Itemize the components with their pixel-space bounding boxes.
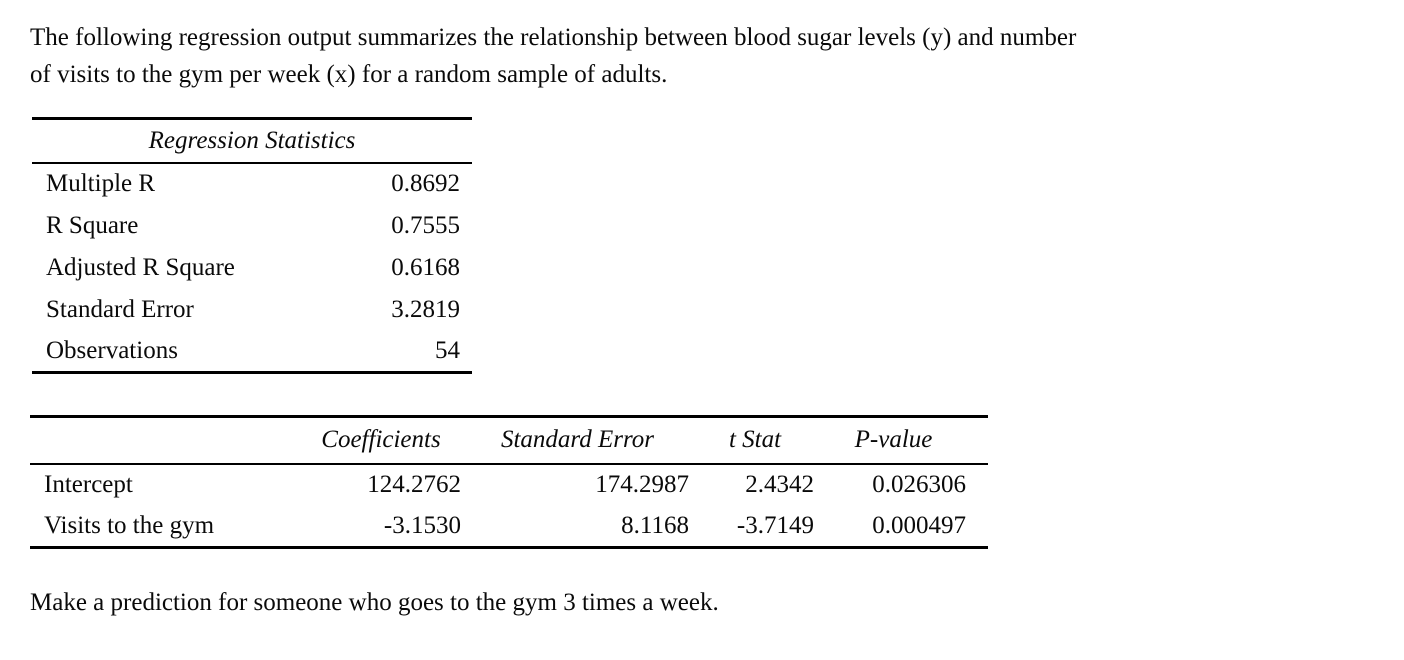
coefficient-value: -3.1530: [300, 505, 465, 549]
regression-statistics-title: Regression Statistics: [32, 117, 473, 164]
p-value: 0.026306: [872, 471, 966, 498]
stat-row: Observations 54: [32, 330, 473, 374]
stat-value: 3.2819: [391, 295, 461, 323]
regression-statistics-title-row: Regression Statistics: [32, 117, 473, 164]
p-value: 0.000497: [820, 505, 988, 549]
predictor-label: Visits to the gym: [30, 505, 300, 549]
standard-error-value: 174.2987: [595, 471, 689, 498]
stat-row: Adjusted R Square 0.6168: [32, 247, 472, 289]
stat-value: 0.8692: [391, 170, 461, 197]
regression-statistics-table: Regression Statistics Multiple R 0.8692 …: [32, 117, 473, 374]
stat-value: 0.7555: [391, 211, 461, 239]
col-header-p-value: P-value: [820, 415, 988, 465]
coefficients-table: Coefficients Standard Error t Stat P-val…: [30, 415, 988, 549]
intro-text-line-1: The following regression output summariz…: [30, 24, 1077, 51]
coef-row: Intercept 124.2762 174.2987 2.4342 0.026…: [30, 464, 988, 506]
standard-error-value: 8.1168: [465, 505, 695, 549]
stat-row: Standard Error 3.2819: [32, 289, 472, 331]
stat-label: Observations: [32, 330, 312, 374]
intro-paragraph: The following regression output summariz…: [30, 19, 1076, 93]
predictor-label: Intercept: [44, 471, 133, 498]
stat-label: R Square: [46, 211, 139, 239]
question-text: Make a prediction for someone who goes t…: [30, 589, 719, 616]
stat-label: Adjusted R Square: [46, 253, 235, 281]
intro-text-line-2: of visits to the gym per week (x) for a …: [30, 61, 668, 88]
t-stat-value: 2.4342: [745, 471, 814, 498]
coefficients-header-row: Coefficients Standard Error t Stat P-val…: [30, 415, 988, 465]
stat-row: R Square 0.7555: [32, 205, 472, 247]
col-header-t-stat: t Stat: [695, 415, 820, 465]
stat-label: Multiple R: [46, 170, 156, 197]
stat-label: Standard Error: [46, 295, 194, 323]
col-header-coefficients: Coefficients: [300, 415, 465, 465]
stat-row: Multiple R 0.8692: [32, 163, 472, 205]
col-header-standard-error: Standard Error: [465, 415, 695, 465]
stat-value: 54: [312, 330, 473, 374]
coefficient-value: 124.2762: [367, 471, 461, 498]
col-header-blank: [30, 415, 300, 465]
stat-value: 0.6168: [391, 253, 461, 281]
coef-row: Visits to the gym -3.1530 8.1168 -3.7149…: [30, 505, 988, 549]
t-stat-value: -3.7149: [695, 505, 820, 549]
